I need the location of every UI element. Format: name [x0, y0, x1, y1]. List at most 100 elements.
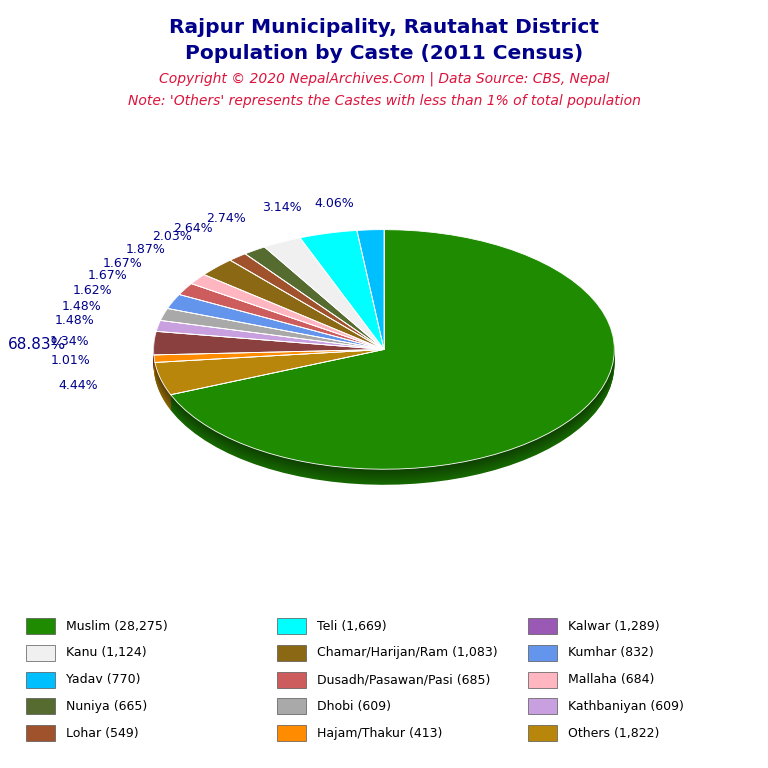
Polygon shape	[170, 239, 614, 478]
Polygon shape	[170, 232, 614, 472]
Polygon shape	[154, 349, 384, 372]
Text: Rajpur Municipality, Rautahat District: Rajpur Municipality, Rautahat District	[169, 18, 599, 37]
Polygon shape	[154, 349, 384, 367]
Text: 2.64%: 2.64%	[173, 222, 213, 235]
Polygon shape	[155, 349, 384, 396]
Polygon shape	[154, 349, 384, 362]
Bar	[528, 698, 557, 714]
Text: 2.03%: 2.03%	[152, 230, 191, 243]
Polygon shape	[154, 349, 384, 365]
Polygon shape	[170, 243, 614, 483]
Text: Note: 'Others' represents the Castes with less than 1% of total population: Note: 'Others' represents the Castes wit…	[127, 94, 641, 108]
Polygon shape	[154, 338, 384, 361]
Polygon shape	[155, 349, 384, 409]
Text: 2.74%: 2.74%	[206, 212, 246, 225]
Polygon shape	[154, 349, 384, 376]
Polygon shape	[170, 244, 614, 484]
Polygon shape	[154, 333, 384, 357]
Polygon shape	[154, 349, 384, 372]
Text: 1.48%: 1.48%	[55, 314, 94, 327]
Polygon shape	[154, 349, 384, 374]
Polygon shape	[170, 231, 614, 471]
Polygon shape	[264, 238, 384, 349]
Polygon shape	[170, 234, 614, 474]
Bar	[26, 698, 55, 714]
Text: Kalwar (1,289): Kalwar (1,289)	[568, 620, 660, 633]
Polygon shape	[154, 349, 384, 368]
Polygon shape	[154, 341, 384, 364]
Polygon shape	[170, 230, 614, 469]
Polygon shape	[154, 339, 384, 362]
Polygon shape	[154, 349, 384, 363]
Text: 1.67%: 1.67%	[88, 269, 127, 282]
Text: Kanu (1,124): Kanu (1,124)	[66, 647, 147, 660]
Polygon shape	[170, 241, 614, 481]
Text: 3.14%: 3.14%	[262, 201, 302, 214]
Polygon shape	[170, 240, 614, 479]
Text: Lohar (549): Lohar (549)	[66, 727, 139, 740]
Text: Others (1,822): Others (1,822)	[568, 727, 660, 740]
Text: Chamar/Harijan/Ram (1,083): Chamar/Harijan/Ram (1,083)	[317, 647, 498, 660]
Polygon shape	[154, 346, 384, 369]
Polygon shape	[154, 340, 384, 363]
Polygon shape	[170, 237, 614, 477]
Polygon shape	[156, 320, 384, 349]
Polygon shape	[300, 230, 384, 349]
Text: 1.48%: 1.48%	[61, 300, 101, 313]
Polygon shape	[154, 339, 384, 362]
Polygon shape	[155, 349, 384, 407]
Polygon shape	[155, 349, 384, 400]
Polygon shape	[154, 349, 384, 370]
Bar	[26, 618, 55, 634]
Polygon shape	[154, 336, 384, 359]
Polygon shape	[155, 349, 384, 396]
Polygon shape	[154, 349, 384, 377]
Text: 4.44%: 4.44%	[58, 379, 98, 392]
Bar	[26, 671, 55, 687]
Polygon shape	[155, 349, 384, 395]
Text: 1.34%: 1.34%	[50, 335, 90, 348]
Text: Dusadh/Pasawan/Pasi (685): Dusadh/Pasawan/Pasi (685)	[317, 673, 491, 686]
Polygon shape	[154, 346, 384, 369]
Polygon shape	[154, 347, 384, 370]
Polygon shape	[155, 349, 384, 397]
Text: Kumhar (832): Kumhar (832)	[568, 647, 654, 660]
Polygon shape	[154, 349, 384, 376]
Polygon shape	[155, 349, 384, 399]
Polygon shape	[154, 349, 384, 369]
Polygon shape	[154, 342, 384, 365]
Polygon shape	[154, 349, 384, 369]
Polygon shape	[170, 230, 614, 470]
Polygon shape	[154, 337, 384, 360]
Polygon shape	[170, 237, 614, 476]
Polygon shape	[155, 349, 384, 405]
Bar	[26, 725, 55, 741]
Polygon shape	[357, 230, 384, 349]
Polygon shape	[170, 235, 614, 475]
Polygon shape	[179, 283, 384, 349]
Polygon shape	[155, 349, 384, 401]
Polygon shape	[154, 332, 384, 356]
Text: Mallaha (684): Mallaha (684)	[568, 673, 654, 686]
Polygon shape	[170, 242, 614, 482]
Polygon shape	[167, 294, 384, 349]
Polygon shape	[154, 335, 384, 358]
Bar	[277, 671, 306, 687]
Polygon shape	[170, 240, 614, 480]
Polygon shape	[155, 349, 384, 399]
Polygon shape	[155, 349, 384, 410]
Polygon shape	[155, 349, 384, 402]
Polygon shape	[170, 243, 614, 482]
Polygon shape	[154, 349, 384, 366]
Text: Teli (1,669): Teli (1,669)	[317, 620, 387, 633]
Polygon shape	[191, 275, 384, 349]
Polygon shape	[155, 349, 384, 408]
Polygon shape	[155, 349, 384, 398]
Polygon shape	[155, 349, 384, 404]
Polygon shape	[155, 349, 384, 403]
Polygon shape	[170, 233, 614, 473]
Polygon shape	[155, 349, 384, 402]
Polygon shape	[154, 349, 384, 364]
Bar	[528, 725, 557, 741]
Polygon shape	[154, 331, 384, 355]
